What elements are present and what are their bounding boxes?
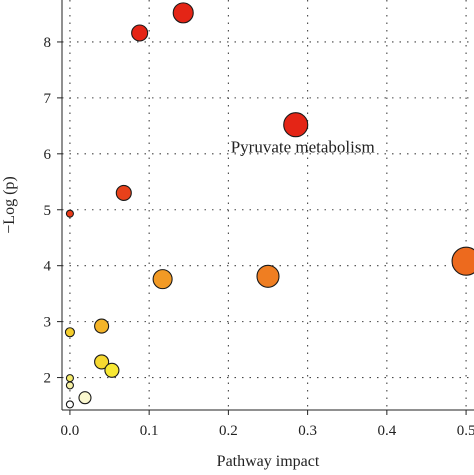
y-tick-label: 6 <box>44 147 52 163</box>
y-axis-title: −Log (p) <box>1 176 18 233</box>
x-ticks: 0.0 0.1 0.2 0.3 0.4 0.5 <box>61 410 474 439</box>
data-point <box>451 246 474 276</box>
data-point <box>94 318 110 334</box>
data-point <box>94 354 110 370</box>
data-point <box>65 400 74 409</box>
data-point <box>65 381 74 390</box>
axes <box>61 0 474 411</box>
data-point <box>115 184 132 202</box>
data-point <box>172 2 194 24</box>
x-tick-label: 0.5 <box>457 423 474 439</box>
x-tick-label: 0.4 <box>377 423 396 439</box>
x-tick-label: 0.0 <box>61 423 80 439</box>
y-tick-label: 5 <box>44 203 52 219</box>
y-tick-label: 7 <box>44 91 52 107</box>
data-point <box>65 374 74 383</box>
data-point <box>152 269 173 290</box>
data-point <box>283 112 309 138</box>
data-point <box>256 264 280 288</box>
x-tick-label: 0.2 <box>219 423 238 439</box>
data-point <box>64 327 75 338</box>
y-tick-label: 3 <box>44 315 52 331</box>
point-annotation: Pyruvate metabolism <box>231 138 375 157</box>
data-point <box>131 24 149 42</box>
grid <box>62 0 474 410</box>
x-axis-title: Pathway impact <box>217 453 320 470</box>
x-tick-label: 0.1 <box>140 423 159 439</box>
y-ticks: 2 3 4 5 6 7 8 <box>44 35 62 387</box>
data-point <box>65 209 74 218</box>
data-point <box>104 362 120 378</box>
annotations: Pyruvate metabolism <box>231 138 375 157</box>
y-tick-label: 4 <box>44 259 52 275</box>
data-point <box>78 391 92 405</box>
y-tick-label: 8 <box>44 35 52 51</box>
data-points <box>64 2 474 409</box>
x-tick-label: 0.3 <box>298 423 317 439</box>
y-tick-label: 2 <box>44 371 52 387</box>
